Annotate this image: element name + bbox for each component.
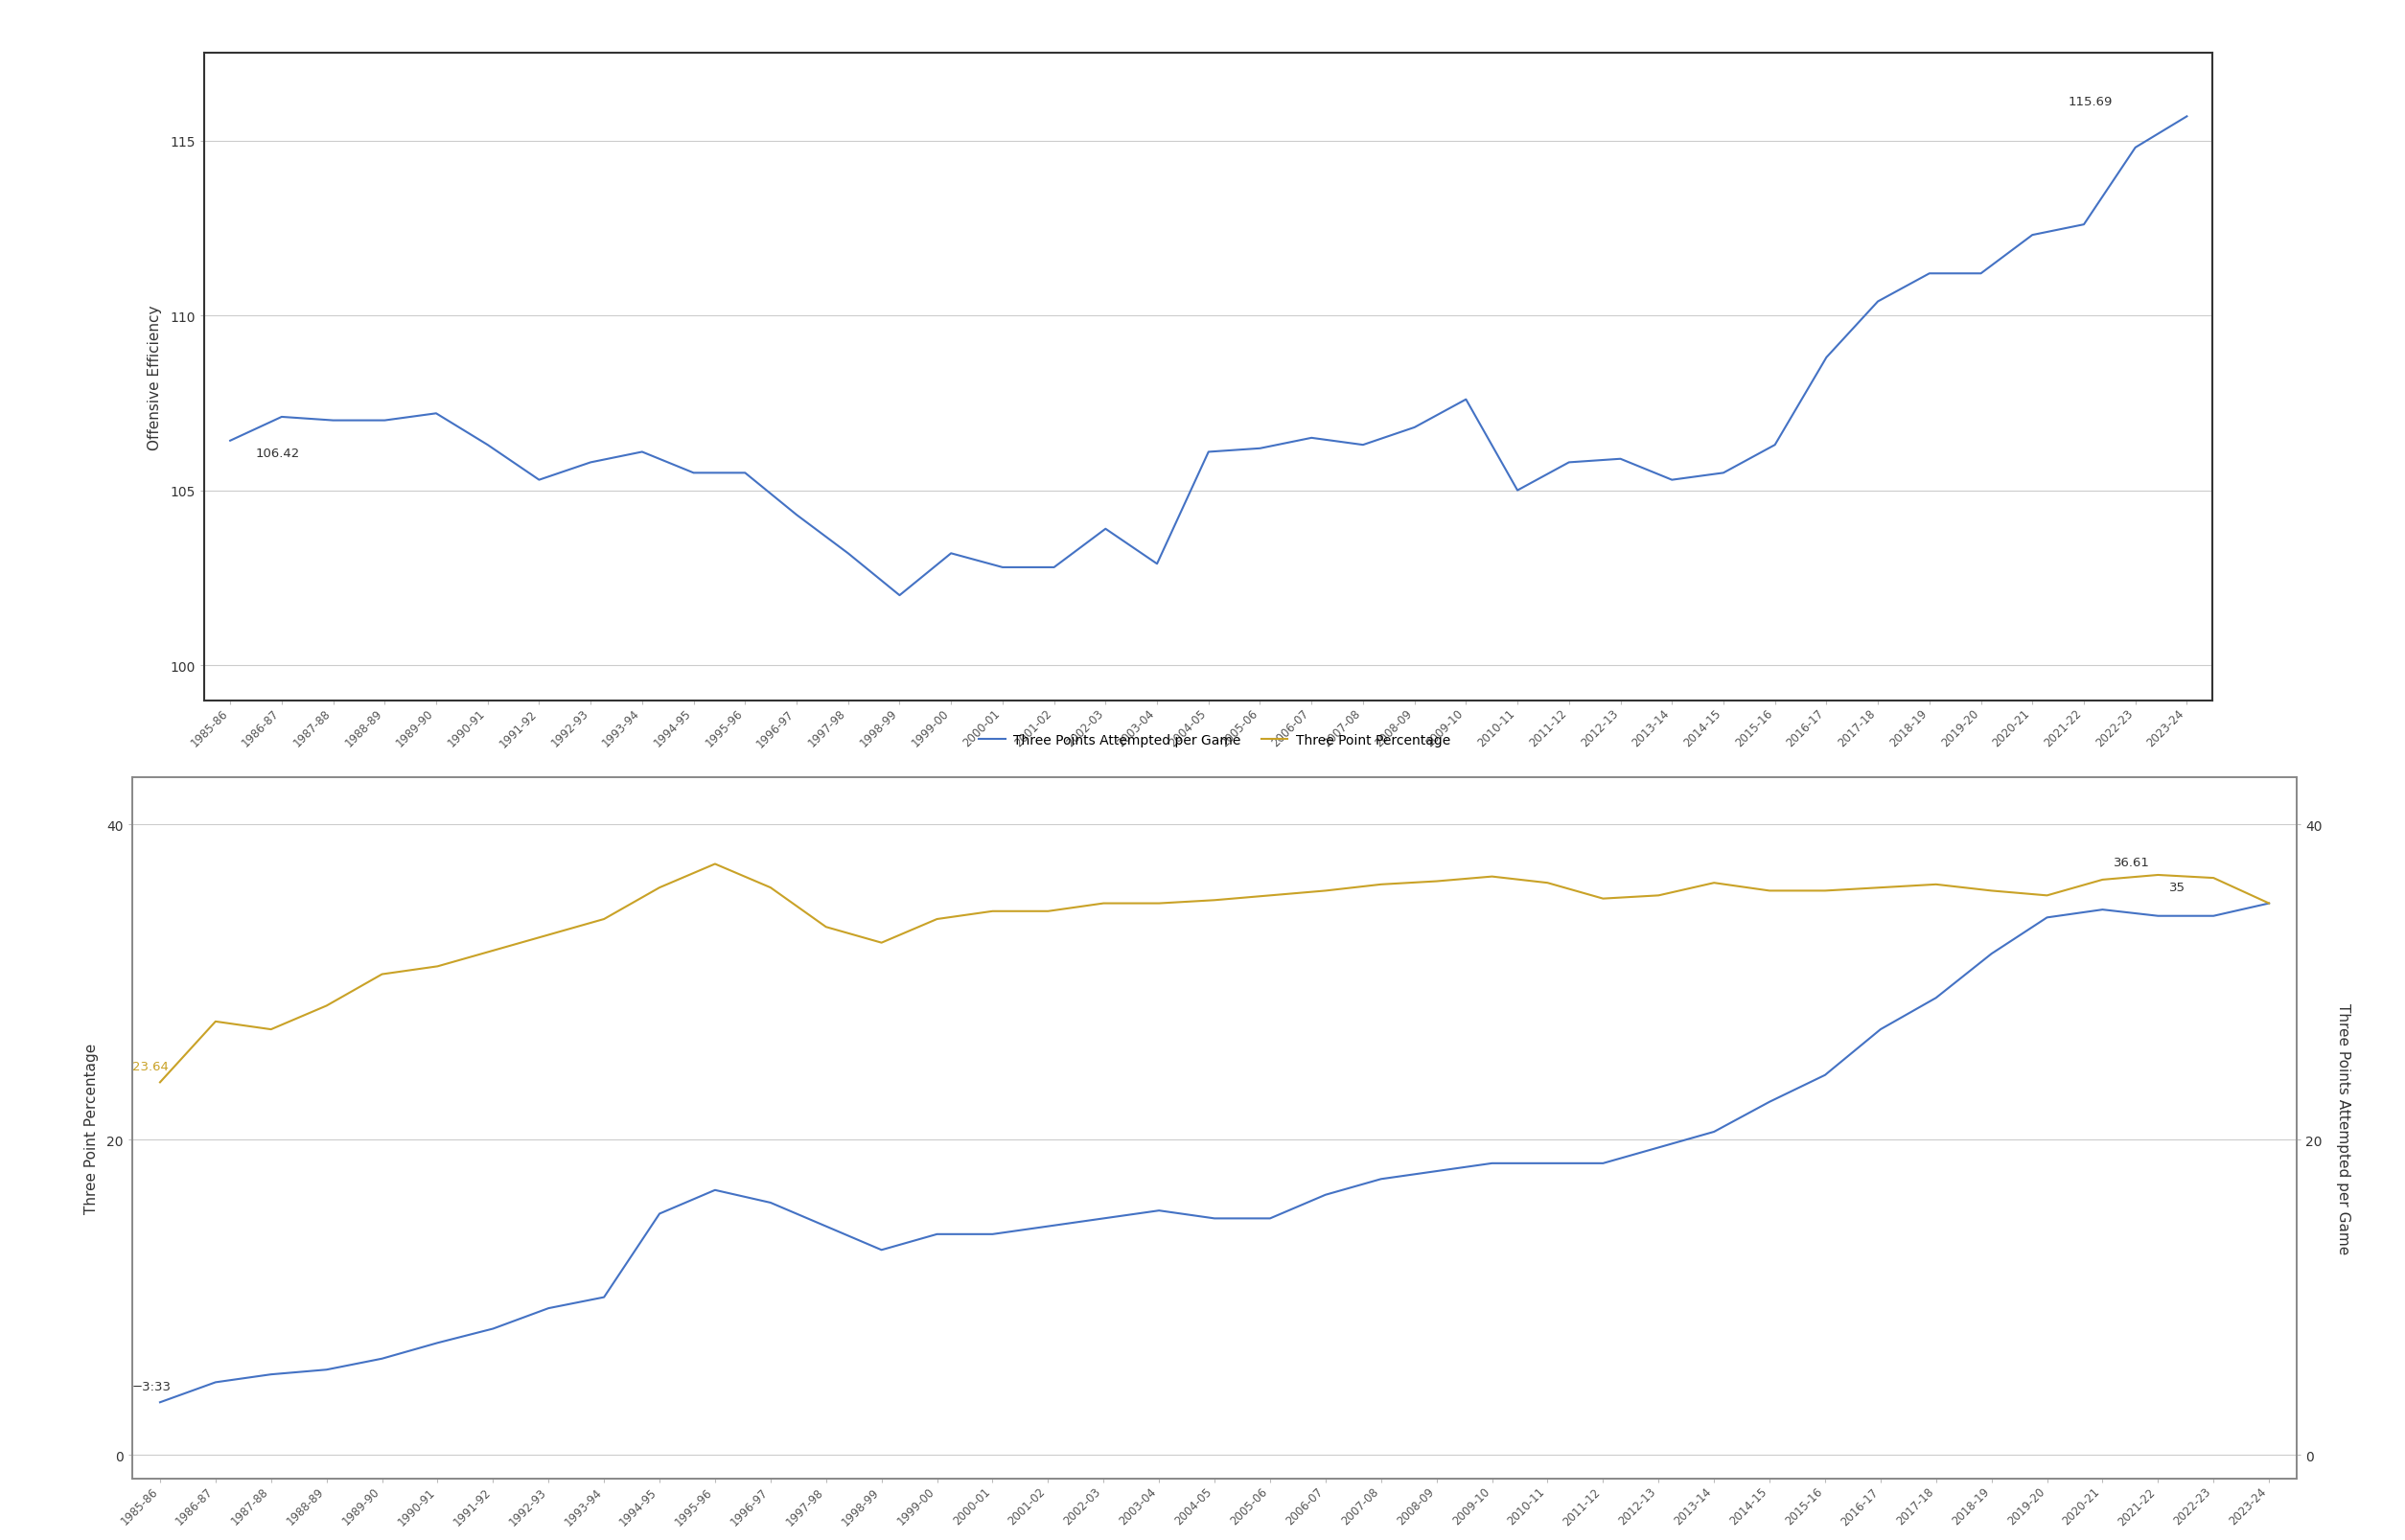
Y-axis label: Three Point Percentage: Three Point Percentage bbox=[84, 1043, 99, 1214]
Three Point Percentage bbox=[147, 1073, 176, 1092]
Three Points Attempted per Game bbox=[1811, 1066, 1840, 1084]
Three Point Percentage bbox=[479, 941, 507, 959]
Three Points Attempted per Game bbox=[1311, 1186, 1340, 1204]
Three Point Percentage bbox=[645, 879, 673, 898]
Three Point Percentage bbox=[1756, 882, 1785, 901]
Three Points Attempted per Game bbox=[1421, 1163, 1450, 1181]
Three Point Percentage bbox=[1089, 895, 1118, 913]
Three Point Percentage bbox=[979, 902, 1008, 921]
Three Points Attempted per Game bbox=[1200, 1209, 1229, 1227]
Text: 106.42: 106.42 bbox=[255, 448, 301, 460]
Three Point Percentage bbox=[2253, 895, 2282, 913]
Three Point Percentage bbox=[1590, 890, 1619, 909]
Three Points Attempted per Game bbox=[1366, 1170, 1395, 1189]
Three Points Attempted per Game bbox=[755, 1194, 784, 1212]
Three Points Attempted per Game bbox=[1645, 1138, 1674, 1157]
Three Point Percentage bbox=[1477, 867, 1506, 885]
Three Points Attempted per Game bbox=[2032, 909, 2061, 927]
Three Point Percentage bbox=[1700, 875, 1729, 893]
Text: 35: 35 bbox=[2169, 881, 2186, 893]
Three Points Attempted per Game bbox=[1756, 1093, 1785, 1112]
Three Point Percentage bbox=[1034, 902, 1063, 921]
Three Points Attempted per Game bbox=[202, 1374, 231, 1392]
Three Points Attempted per Game bbox=[1866, 1021, 1895, 1040]
Three Points Attempted per Game bbox=[810, 1217, 839, 1235]
Three Points Attempted per Game bbox=[868, 1241, 897, 1260]
Three Points Attempted per Game bbox=[1977, 946, 2006, 964]
Three Point Percentage bbox=[257, 1021, 286, 1040]
Y-axis label: Three Points Attempted per Game: Three Points Attempted per Game bbox=[2335, 1003, 2350, 1254]
Three Point Percentage bbox=[589, 910, 618, 929]
Three Point Percentage bbox=[2088, 870, 2116, 889]
Text: 36.61: 36.61 bbox=[2114, 856, 2150, 869]
Three Points Attempted per Game bbox=[313, 1360, 342, 1378]
Three Points Attempted per Game bbox=[1145, 1201, 1174, 1220]
Three Points Attempted per Game bbox=[1922, 989, 1950, 1007]
Three Point Percentage bbox=[1866, 879, 1895, 898]
Line: Three Points Attempted per Game: Three Points Attempted per Game bbox=[161, 904, 2268, 1403]
Three Points Attempted per Game bbox=[1089, 1209, 1118, 1227]
Three Points Attempted per Game bbox=[589, 1287, 618, 1306]
Legend: Three Points Attempted per Game, Three Point Percentage: Three Points Attempted per Game, Three P… bbox=[974, 728, 1455, 753]
Three Points Attempted per Game bbox=[645, 1204, 673, 1223]
Three Point Percentage bbox=[755, 879, 784, 898]
Three Point Percentage bbox=[313, 996, 342, 1015]
Three Points Attempted per Game bbox=[2088, 901, 2116, 919]
Text: 115.69: 115.69 bbox=[2068, 95, 2114, 108]
Three Points Attempted per Game bbox=[1034, 1217, 1063, 1235]
Three Point Percentage bbox=[1532, 875, 1561, 893]
Three Point Percentage bbox=[700, 855, 729, 873]
Three Points Attempted per Game bbox=[700, 1181, 729, 1200]
Three Points Attempted per Game bbox=[1532, 1155, 1561, 1173]
Three Point Percentage bbox=[924, 910, 952, 929]
Three Point Percentage bbox=[1922, 876, 1950, 895]
Three Points Attempted per Game bbox=[1255, 1209, 1284, 1227]
Three Point Percentage bbox=[1255, 887, 1284, 906]
Text: 23.64: 23.64 bbox=[132, 1061, 168, 1073]
Three Point Percentage bbox=[1421, 872, 1450, 890]
Three Point Percentage bbox=[534, 926, 563, 944]
Three Point Percentage bbox=[810, 918, 839, 936]
Three Points Attempted per Game bbox=[979, 1226, 1008, 1244]
Three Point Percentage bbox=[1366, 876, 1395, 895]
Three Points Attempted per Game bbox=[368, 1349, 397, 1368]
Three Point Percentage bbox=[2143, 865, 2172, 884]
Three Points Attempted per Game bbox=[2198, 907, 2227, 926]
Three Point Percentage bbox=[1311, 882, 1340, 901]
Three Point Percentage bbox=[868, 933, 897, 952]
Three Point Percentage bbox=[368, 966, 397, 984]
Text: −3:33: −3:33 bbox=[132, 1380, 171, 1392]
Three Points Attempted per Game bbox=[1477, 1155, 1506, 1173]
Three Points Attempted per Game bbox=[2143, 907, 2172, 926]
Y-axis label: Offensive Efficiency: Offensive Efficiency bbox=[149, 305, 164, 450]
Three Point Percentage bbox=[202, 1012, 231, 1030]
Three Point Percentage bbox=[1977, 882, 2006, 901]
Three Points Attempted per Game bbox=[147, 1394, 176, 1412]
Three Points Attempted per Game bbox=[423, 1334, 452, 1352]
Three Point Percentage bbox=[2198, 869, 2227, 887]
Three Point Percentage bbox=[1645, 887, 1674, 906]
Three Point Percentage bbox=[1200, 892, 1229, 910]
Three Point Percentage bbox=[1811, 882, 1840, 901]
Three Point Percentage bbox=[2032, 887, 2061, 906]
Line: Three Point Percentage: Three Point Percentage bbox=[161, 864, 2268, 1083]
Three Points Attempted per Game bbox=[1590, 1155, 1619, 1173]
Three Points Attempted per Game bbox=[257, 1366, 286, 1384]
Three Point Percentage bbox=[423, 958, 452, 976]
Three Points Attempted per Game bbox=[1700, 1123, 1729, 1141]
Three Points Attempted per Game bbox=[2253, 895, 2282, 913]
Three Points Attempted per Game bbox=[924, 1226, 952, 1244]
Three Points Attempted per Game bbox=[479, 1320, 507, 1338]
Three Point Percentage bbox=[1145, 895, 1174, 913]
Three Points Attempted per Game bbox=[534, 1300, 563, 1318]
